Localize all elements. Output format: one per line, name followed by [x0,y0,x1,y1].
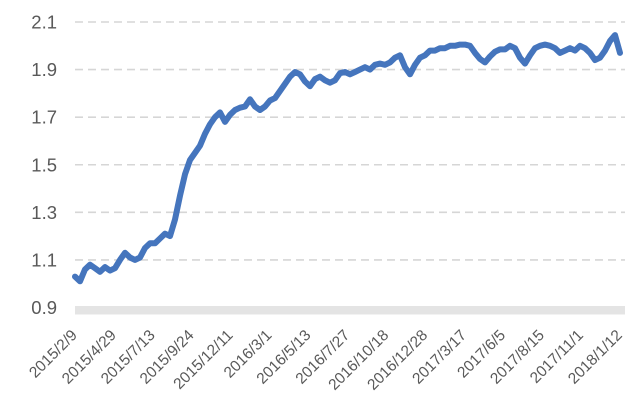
y-tick-label: 1.7 [31,107,57,128]
y-tick-label: 1.3 [31,202,57,223]
y-tick-label: 0.9 [31,297,57,318]
x-axis-labels: 2015/2/92015/4/292015/7/132015/9/242015/… [26,327,626,394]
y-tick-label: 1.9 [31,59,57,80]
y-tick-label: 2.1 [31,12,57,33]
y-tick-label: 1.1 [31,249,57,270]
x-axis-baseline-band [75,306,625,315]
y-gridlines [75,21,625,261]
y-axis-labels: 2.1 1.9 1.7 1.5 1.3 1.1 0.9 [31,12,57,319]
y-tick-label: 1.5 [31,154,57,175]
baseline-band [75,306,625,315]
data-line [72,32,623,285]
series-line [72,32,623,285]
